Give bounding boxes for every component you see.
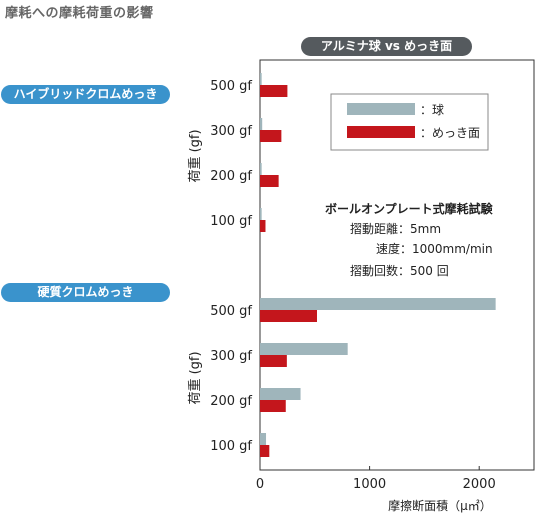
panel-label-hard: 硬質クロムめっき xyxy=(1,283,170,302)
legend-label-plating: ：めっき面 xyxy=(420,126,480,140)
legend-swatch-ball xyxy=(347,103,415,115)
x-tick-0: 0 xyxy=(256,477,264,492)
y-tick-hybrid-200gf: 200 gf xyxy=(210,169,252,184)
legend-swatch-plating xyxy=(347,126,415,138)
panel-label-hybrid: ハイブリッドクロムめっき xyxy=(1,85,170,104)
y-tick-hard-100gf: 100 gf xyxy=(210,439,252,454)
bar-hybrid-300gf-ball xyxy=(260,118,263,130)
y-tick-hybrid-500gf: 500 gf xyxy=(210,79,252,94)
bar-hard-300gf-plating xyxy=(260,355,287,367)
legend-box xyxy=(330,93,489,151)
y-tick-hard-200gf: 200 gf xyxy=(210,394,252,409)
y-axis-label-bottom: 荷重 (gf) xyxy=(187,351,203,404)
bar-hard-100gf-ball xyxy=(260,433,267,445)
test-title: ボールオンプレート式摩耗試験 xyxy=(325,201,494,216)
legend: ：球 ：めっき面 xyxy=(330,93,489,151)
bar-hybrid-200gf-plating xyxy=(260,175,279,187)
bar-hard-300gf-ball xyxy=(260,343,348,355)
bar-hybrid-100gf-plating xyxy=(260,220,266,232)
header-badge: アルミナ球 vs めっき面 xyxy=(301,37,472,56)
y-tick-hard-500gf: 500 gf xyxy=(210,304,252,319)
x-axis-label: 摩擦断面積（μ㎡） xyxy=(388,498,492,513)
y-tick-hard-300gf: 300 gf xyxy=(210,349,252,364)
page-title: 摩耗への摩耗荷重の影響 xyxy=(5,6,154,21)
legend-label-ball: ：球 xyxy=(420,103,444,117)
bar-hybrid-500gf-plating xyxy=(260,85,288,97)
x-tick-2000: 2000 xyxy=(463,477,496,492)
bar-hard-200gf-ball xyxy=(260,388,301,400)
y-axis-label-top: 荷重 (gf) xyxy=(187,129,203,182)
test-conditions: ボールオンプレート式摩耗試験 摺動距離：5mm 速度：1000mm/min 摺動… xyxy=(325,201,494,278)
test-speed: 速度：1000mm/min xyxy=(376,241,493,256)
bar-hybrid-100gf-ball xyxy=(260,208,262,220)
bar-hybrid-300gf-plating xyxy=(260,130,282,142)
y-tick-hybrid-100gf: 100 gf xyxy=(210,214,252,229)
test-cycles: 摺動回数：500 回 xyxy=(350,263,449,278)
bar-hybrid-500gf-ball xyxy=(260,73,262,85)
bar-hard-500gf-ball xyxy=(260,298,496,310)
bar-hard-200gf-plating xyxy=(260,400,286,412)
x-tick-1000: 1000 xyxy=(353,477,386,492)
test-sliding-distance: 摺動距離：5mm xyxy=(350,221,441,236)
plot-frame xyxy=(259,59,535,471)
bar-hard-100gf-plating xyxy=(260,445,270,457)
y-tick-hybrid-300gf: 300 gf xyxy=(210,124,252,139)
bar-hard-500gf-plating xyxy=(260,310,317,322)
bar-hybrid-200gf-ball xyxy=(260,163,262,175)
